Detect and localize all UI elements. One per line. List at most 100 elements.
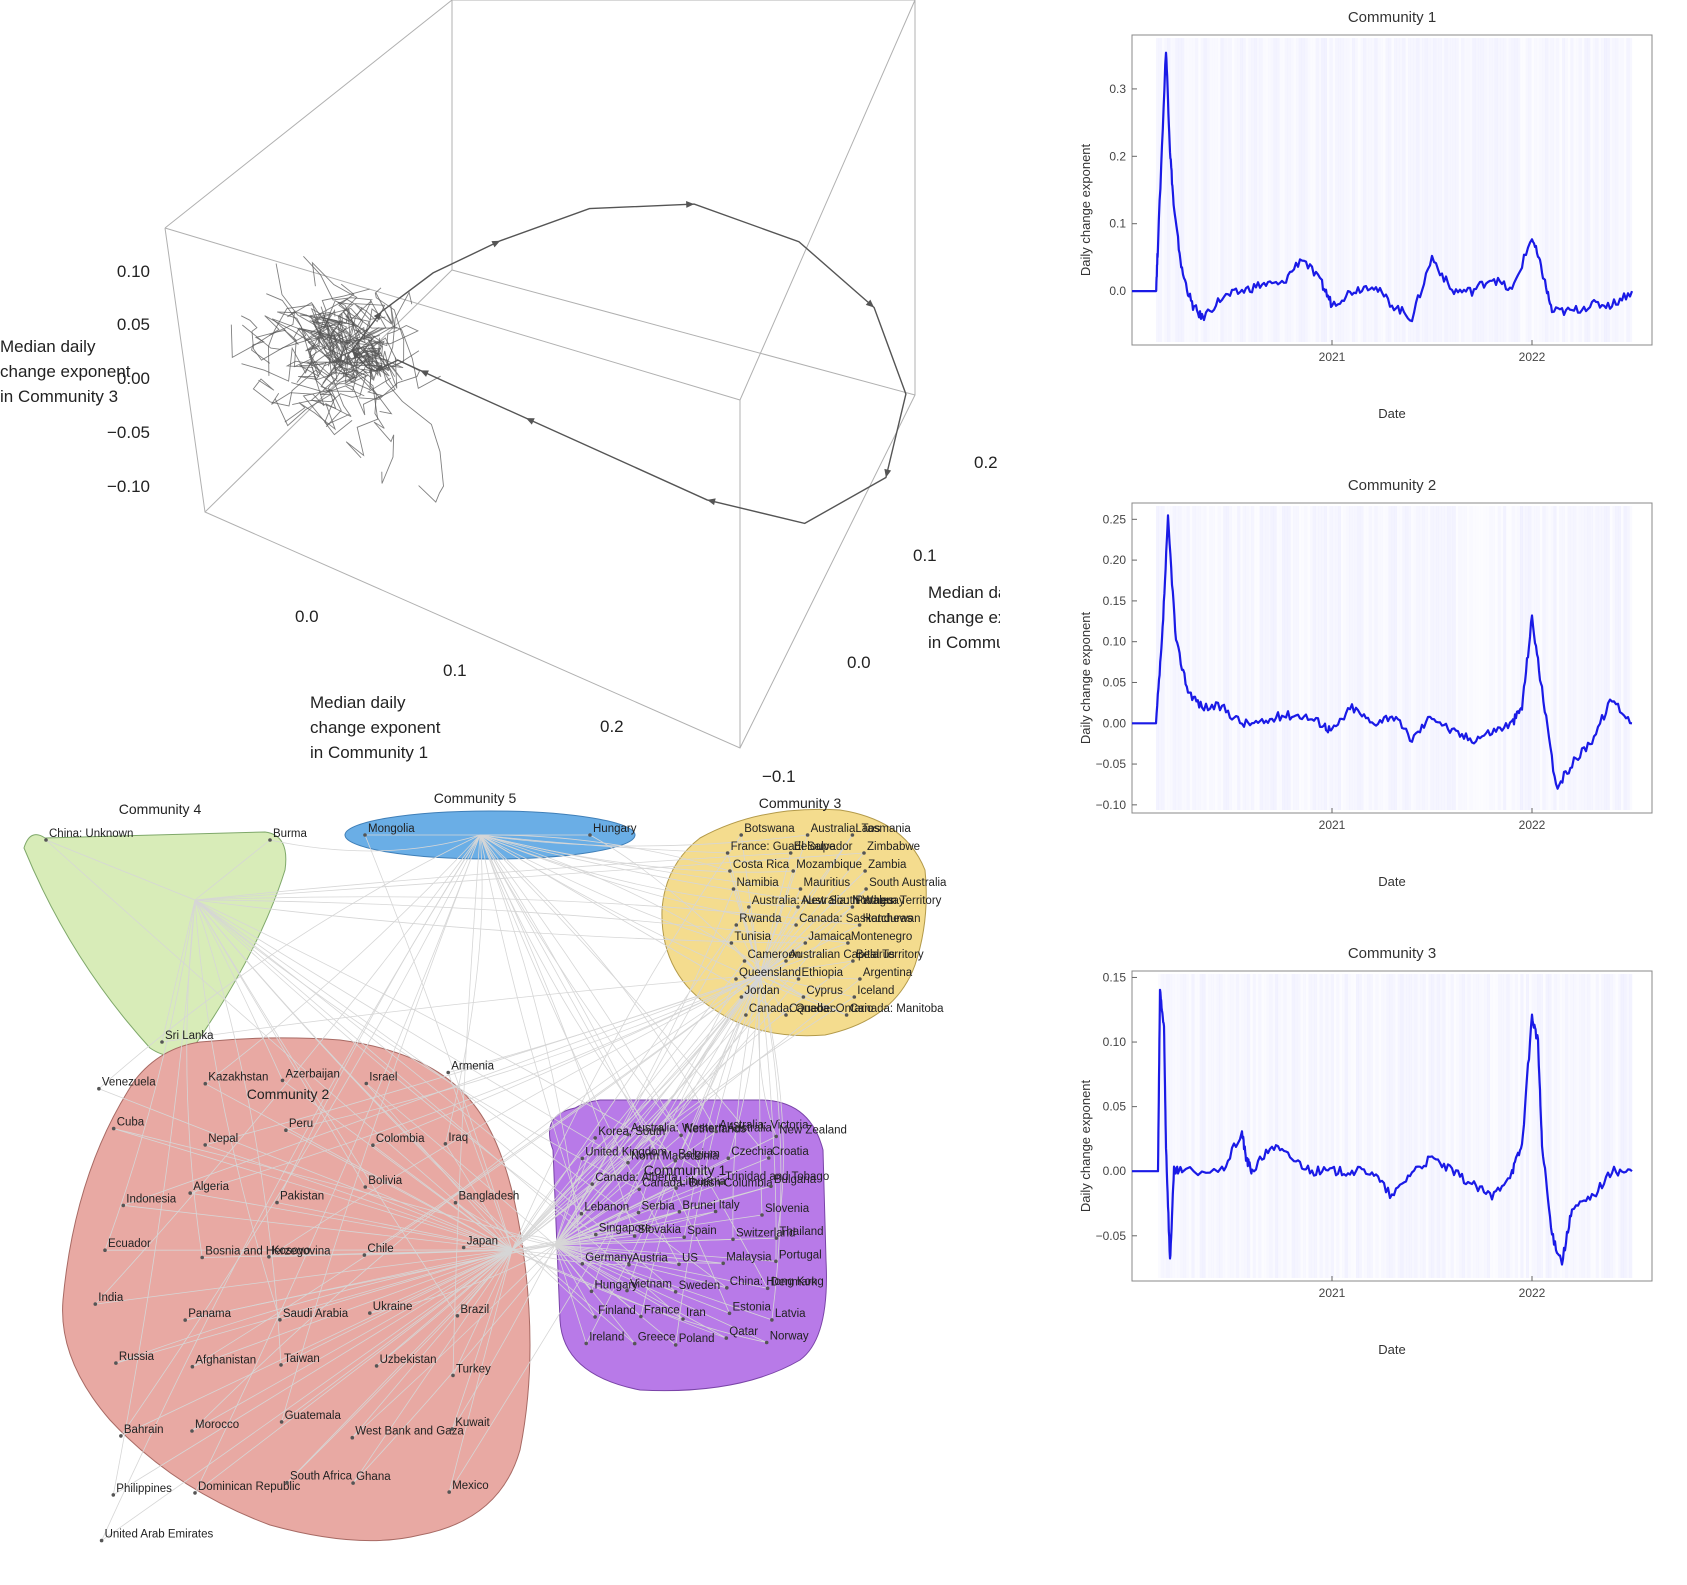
network-node-label: Bosnia and Herzegovina [205,1246,331,1258]
range-band [1464,38,1467,342]
network-node-label: Australia: New South Wales [752,895,894,907]
range-band [1576,506,1579,810]
network-node-label: Rwanda [739,913,782,925]
network-edge [554,1137,596,1246]
range-band [1329,506,1333,810]
range-band [1408,38,1411,342]
network-node-label: Hungary [593,823,637,835]
range-band [1349,38,1353,342]
network-node-label: Kuwait [455,1417,490,1429]
range-band [1293,506,1297,810]
range-band [1231,506,1235,810]
network-edge [205,1083,513,1251]
range-band [1618,38,1621,342]
network-node [677,1210,682,1214]
range-band [1620,38,1624,342]
network-node [794,923,798,927]
range-band [1206,38,1210,342]
network-node [626,1160,630,1165]
range-band [1431,974,1435,1278]
y-tick-label: 0.0 [1109,284,1126,298]
range-band [1626,974,1630,1278]
network-edge [365,1083,513,1251]
trajectory-3d-plot: 0.10 0.05 0.00 −0.05 −0.10 Median daily … [0,0,1000,786]
network-node [639,1314,643,1319]
trajectory-segment [299,288,370,378]
range-band [1377,506,1381,810]
range-band [1212,38,1215,342]
range-band [1270,38,1274,342]
range-band [1564,38,1568,342]
network-edge [161,899,196,1043]
network-edge [741,974,761,998]
network-edge [451,1244,556,1430]
range-band [1234,506,1238,810]
range-band [1374,38,1378,342]
network-node-label: Ireland [589,1331,624,1343]
network-node-label: France: Guadeloupe [731,841,836,853]
y-tick-label: 0.00 [1103,716,1127,730]
network-node [580,1262,585,1266]
range-band [1578,506,1582,810]
network-node-label: Bolivia [368,1175,402,1187]
range-band [1587,974,1591,1278]
range-band [1573,506,1577,810]
network-node-label: Belgium [678,1149,720,1161]
network-edge [740,834,761,976]
network-node [451,1373,455,1378]
network-node-label: Portugal [779,1249,822,1261]
range-band [1553,38,1557,342]
range-band [1298,506,1302,810]
range-band [1241,974,1245,1278]
range-band [1609,974,1613,1278]
range-band [1377,38,1381,342]
network-node-label: Venezuela [102,1077,156,1089]
network-node [446,1070,451,1075]
range-band [1242,38,1246,342]
network-node [673,1343,678,1347]
network-node [632,1341,637,1346]
range-band [1503,974,1507,1278]
range-band [1280,974,1284,1278]
network-edge [445,1143,513,1251]
x-axis-label-line: change exponent [310,718,441,737]
network-node [188,1191,192,1195]
range-band [1287,506,1291,810]
range-band [1184,506,1187,810]
y-tick-label: −0.10 [1096,798,1127,812]
range-band [1459,974,1463,1278]
network-node-label: Montenegro [851,931,912,943]
network-node [729,941,734,945]
range-band [1358,974,1362,1278]
network-node [579,1211,584,1216]
range-band [1559,38,1563,342]
x-tick-label: 2022 [1519,818,1546,832]
range-band [1573,974,1577,1278]
range-band [1245,506,1249,810]
range-band [1606,38,1610,342]
network-node-label: Russia [119,1351,155,1363]
network-edge [554,1214,763,1246]
network-node-label: France [644,1305,680,1317]
range-band [1175,38,1179,342]
network-node-label: Bangladesh [459,1191,520,1203]
range-band [1364,974,1368,1278]
network-edge [205,1144,513,1251]
y-axis-label: Daily change exponent [1078,611,1093,744]
range-band [1279,38,1283,342]
network-edge [479,834,853,908]
community-labels: Community 4 Community 5 Community 3 Comm… [119,790,842,1178]
network-node-label: Italy [719,1200,740,1212]
range-band [1167,38,1171,342]
range-band [1284,506,1288,810]
range-band [1576,38,1579,342]
network-edge [123,1205,513,1251]
z-axis-label-line: change exponent [0,362,131,381]
range-band [1445,974,1449,1278]
y-tick-label: 0.25 [1103,512,1127,526]
range-band [1298,38,1302,342]
range-band [1234,38,1238,342]
network-edge [194,839,271,901]
network-node [724,1336,729,1340]
range-band [1248,506,1252,810]
